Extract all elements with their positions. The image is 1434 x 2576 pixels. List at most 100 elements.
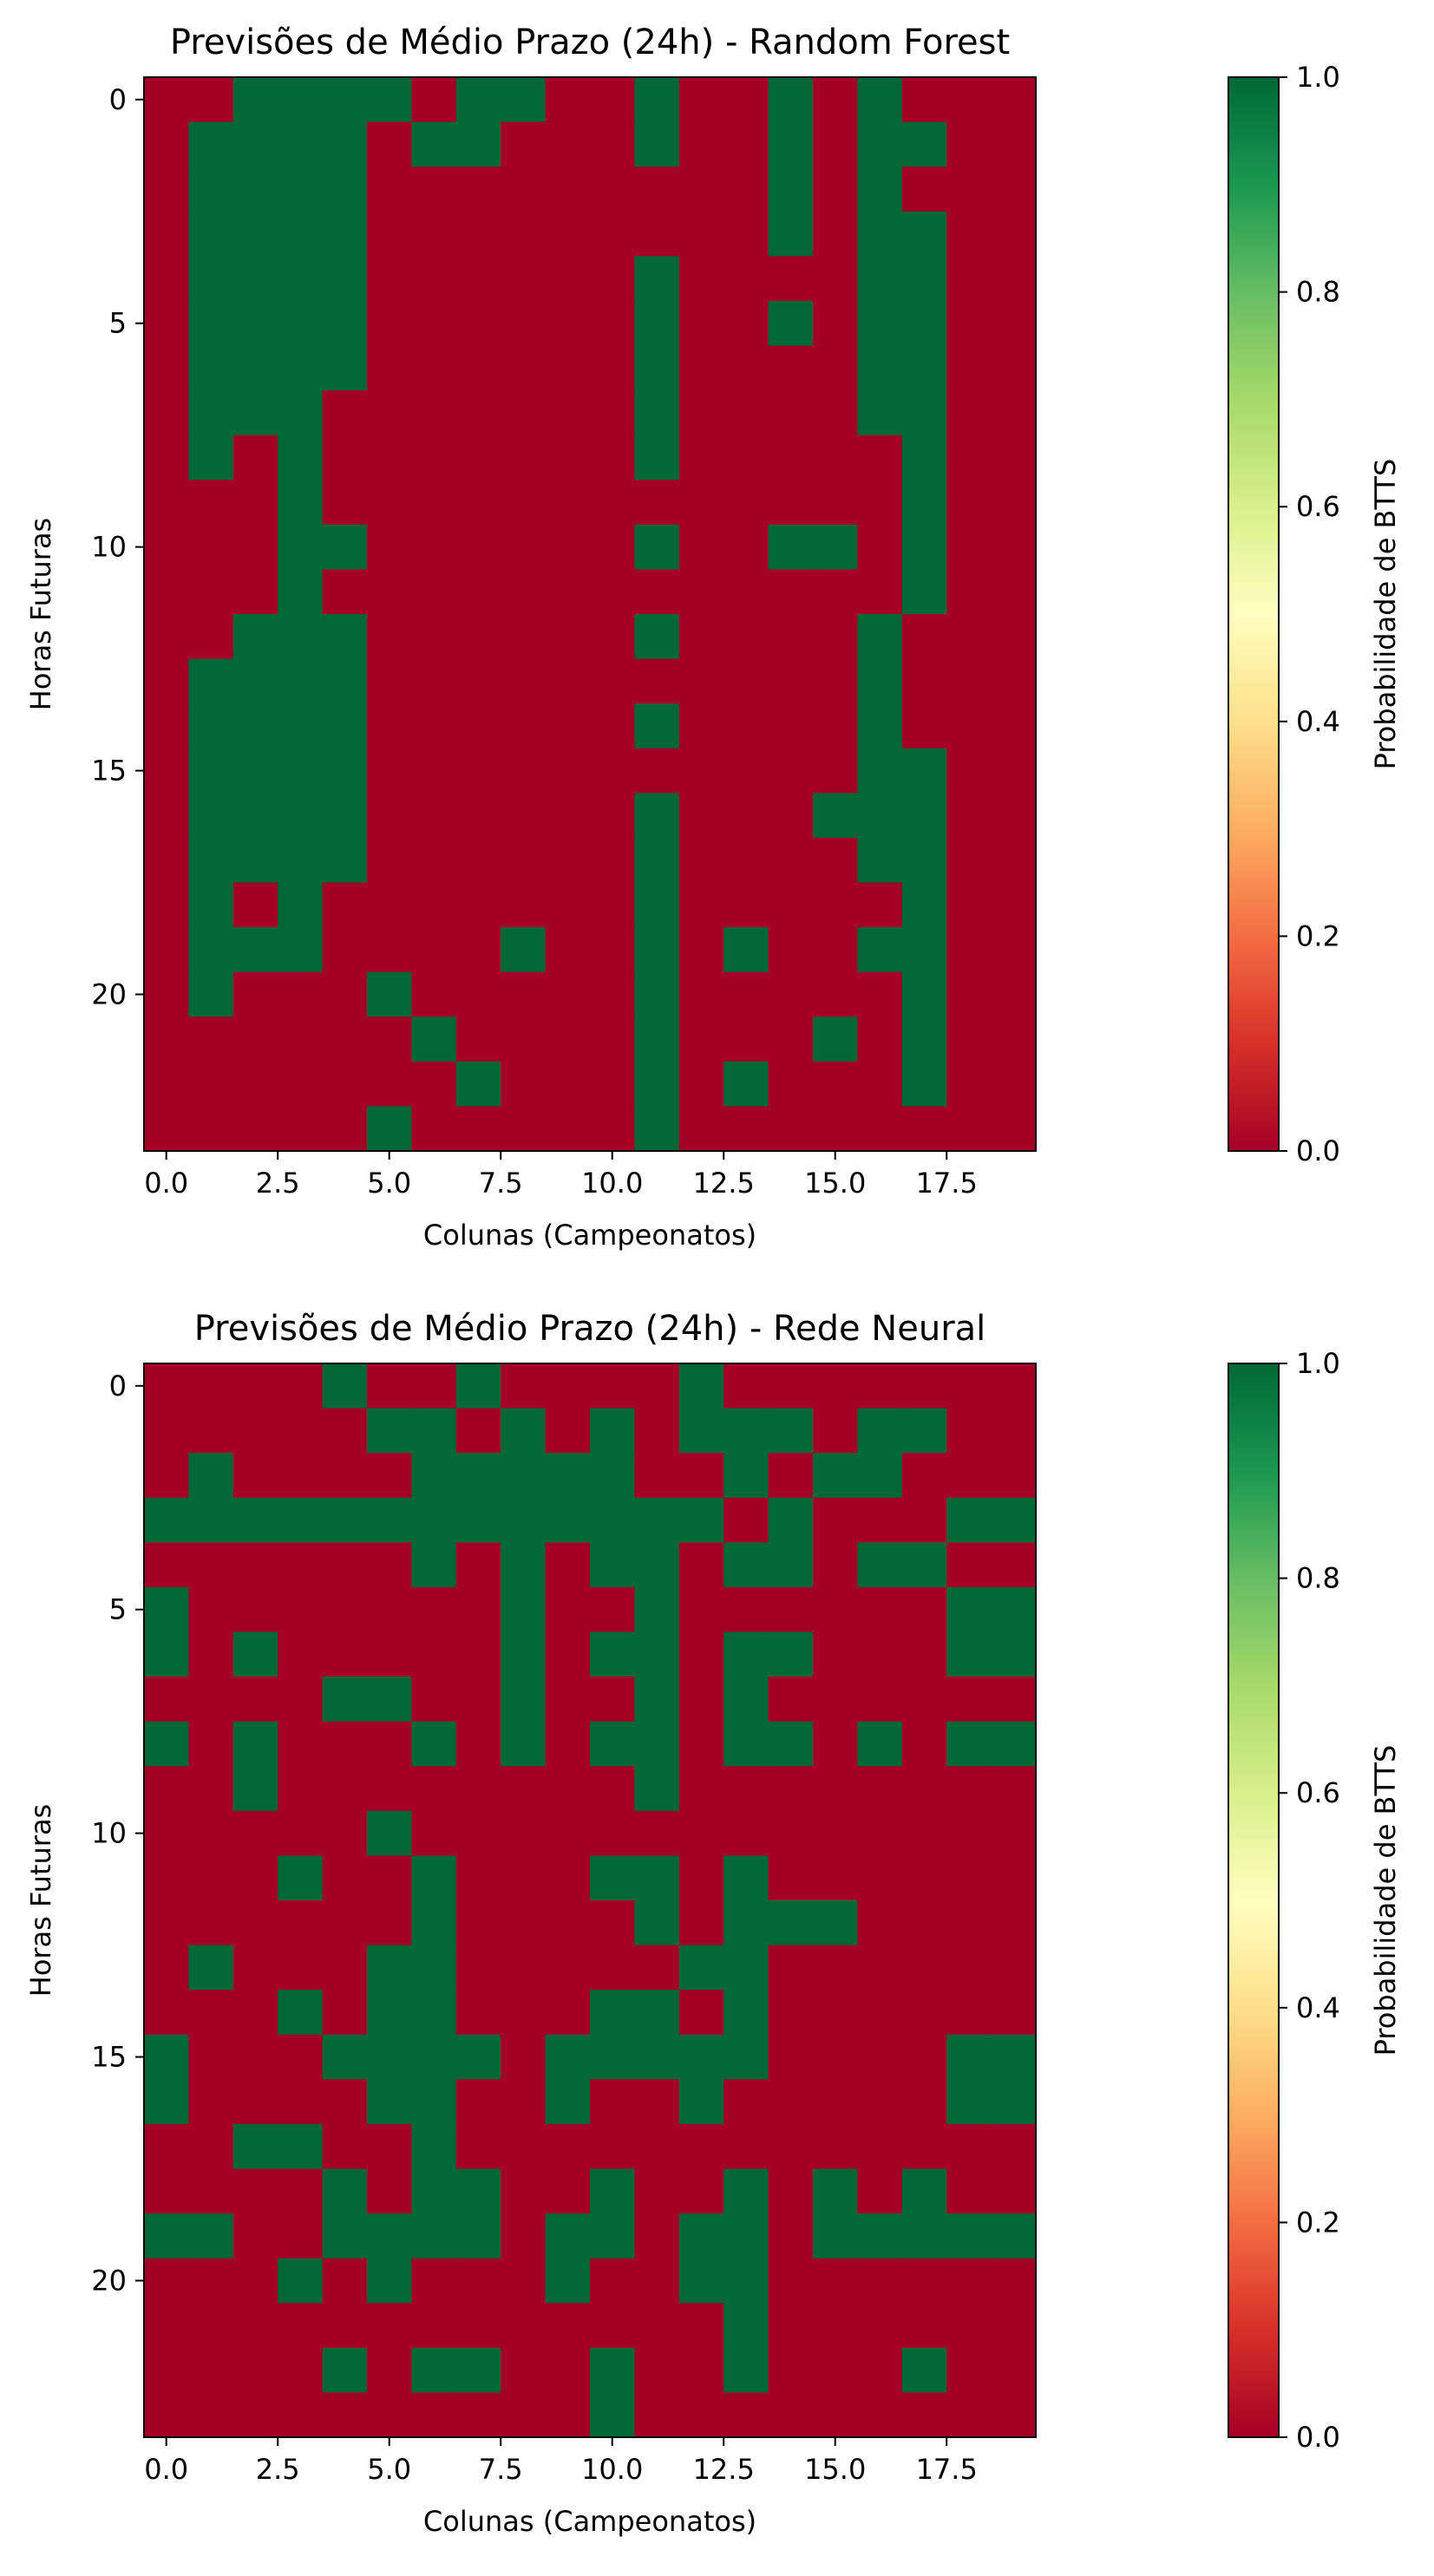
heatmap-cell [188,2168,234,2214]
heatmap-cell [501,77,547,123]
heatmap-cell [901,927,947,973]
heatmap-cell [678,300,724,347]
heatmap-cell [501,121,547,167]
heatmap-cell [322,703,368,749]
heatmap-cell [901,748,947,794]
heatmap-cell [455,345,501,391]
heatmap-cell [144,1945,189,1991]
heatmap-cell [946,77,992,123]
heatmap-cell [455,614,501,660]
heatmap-cell [501,2392,547,2438]
heatmap-cell [367,837,412,884]
heatmap-cell [188,167,234,212]
heatmap-cell [768,971,814,1017]
heatmap-cell [991,837,1037,884]
colorbar-tick-label: 1.0 [1296,61,1340,94]
heatmap-cell [590,1586,635,1633]
heatmap-cell [545,211,591,257]
heatmap-cell [455,2213,501,2259]
heatmap-cell [634,256,680,302]
heatmap-cell [455,1586,501,1633]
heatmap-cell [813,569,858,615]
heatmap-cell [813,77,858,123]
colorbar [1228,1363,1280,2438]
heatmap-cell [455,2303,501,2349]
heatmap-cell [678,1721,724,1767]
heatmap-cell [724,1542,769,1588]
heatmap-cell [678,77,724,123]
heatmap-cell [768,614,814,660]
heatmap-cell [991,614,1037,660]
heatmap-cell [188,435,234,481]
heatmap-cell [232,77,278,123]
heatmap-cell [946,927,992,973]
heatmap-cell [545,1855,591,1901]
heatmap-cell [857,703,903,749]
heatmap-cell [946,1990,992,2036]
heatmap-cell [232,167,278,212]
heatmap-cell [144,2392,189,2438]
heatmap-cell [144,345,189,391]
heatmap-cell [232,1945,278,1991]
heatmap-cell [946,882,992,928]
heatmap-cell [901,480,947,526]
heatmap-cell [501,1542,547,1588]
heatmap-cell [501,1408,547,1454]
heatmap-cell [724,569,769,615]
heatmap-cell [367,77,412,123]
heatmap-cell [768,121,814,167]
heatmap-cell [232,2347,278,2394]
heatmap-cell [232,121,278,167]
y-tick-label: 15 [91,755,127,788]
heatmap-cell [946,211,992,257]
heatmap-cell [411,1408,457,1454]
heatmap-cell [322,927,368,973]
heatmap-cell [322,2213,368,2259]
heatmap-cell [813,793,858,839]
heatmap-cell [901,2123,947,2170]
heatmap-cell [678,435,724,481]
heatmap-cell [501,167,547,212]
heatmap-cell [946,1810,992,1857]
heatmap-cell [367,1106,412,1152]
heatmap-cell [768,2392,814,2438]
heatmap-cell [590,2168,635,2214]
heatmap-cell [590,480,635,526]
heatmap-cell [813,1677,858,1723]
heatmap-cell [144,2034,189,2080]
heatmap-cell [724,300,769,347]
heatmap-cell [188,256,234,302]
heatmap-cell [678,211,724,257]
heatmap-cell [946,1677,992,1723]
heatmap-cell [813,211,858,257]
heatmap-cell [590,435,635,481]
heatmap-cell [501,2303,547,2349]
heatmap-cell [590,1990,635,2036]
heatmap-cell [545,569,591,615]
heatmap-cell [188,1900,234,1946]
heatmap-cell [901,882,947,928]
heatmap-cell [501,837,547,884]
heatmap-cell [678,1586,724,1633]
heatmap-cell [455,1945,501,1991]
heatmap-cell [590,569,635,615]
heatmap-cell [367,703,412,749]
heatmap-cell [590,1721,635,1767]
heatmap-cell [991,927,1037,973]
heatmap-cell [991,2392,1037,2438]
heatmap-cell [501,1766,547,1812]
heatmap-cell [813,1542,858,1588]
heatmap-cell [634,1855,680,1901]
heatmap-cell [278,480,324,526]
heatmap-cell [455,390,501,436]
heatmap-cell [322,1061,368,1108]
heatmap-cell [724,2123,769,2170]
heatmap-cell [411,1631,457,1677]
heatmap-cell [411,435,457,481]
heatmap-cell [411,1106,457,1152]
heatmap-cell [322,569,368,615]
heatmap-cell [634,2213,680,2259]
heatmap-cell [724,658,769,704]
heatmap-cell [857,2034,903,2080]
heatmap-cell [991,1900,1037,1946]
